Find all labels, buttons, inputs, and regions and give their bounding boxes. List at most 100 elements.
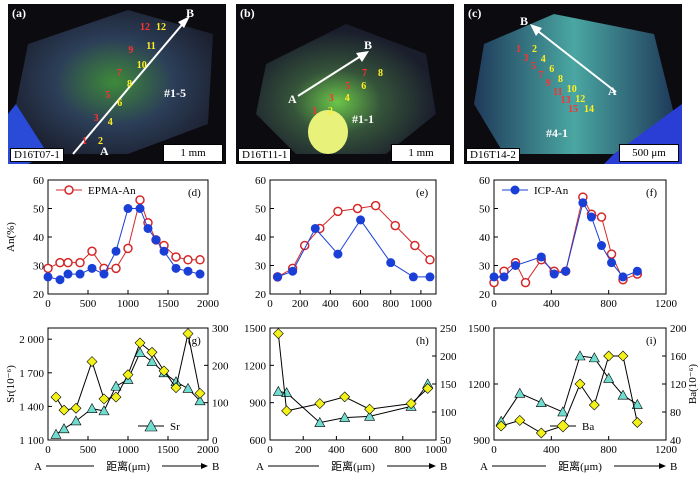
photo-b-point-b: B (364, 38, 373, 52)
y-tick-label: 1 400 (19, 401, 44, 413)
x-tick-label: 200 (292, 298, 309, 310)
x-tick-label: 0 (267, 444, 273, 456)
y-tick-label: 40 (479, 232, 491, 244)
data-point (55, 275, 65, 285)
x-tick-label: 800 (600, 298, 617, 310)
y2-tick-label: 0 (212, 435, 218, 447)
y2-tick-label: 80 (670, 407, 682, 419)
y2-tick-label: 100 (440, 407, 457, 419)
data-point (43, 272, 53, 282)
photo-c-sample: D16T14-2 (466, 148, 520, 162)
xlabel-bg (94, 458, 162, 472)
x-axis-label: 距离(μm) (106, 459, 150, 473)
data-point (535, 427, 547, 439)
data-point (123, 243, 133, 254)
data-point (408, 272, 418, 282)
x-tick-label: 600 (361, 444, 378, 456)
x-tick-label: 2000 (197, 298, 220, 310)
y-axis-label: Sr(10⁻⁶) (5, 365, 17, 403)
data-point (603, 372, 615, 383)
y-tick-label: 2 000 (19, 334, 44, 346)
plot-frame (47, 179, 209, 295)
x-tick-label: 800 (382, 298, 399, 310)
x-tick-label: 800 (600, 444, 617, 456)
photo-a-point-b: B (186, 6, 195, 20)
data-point (98, 405, 110, 416)
x-tick-label: 0 (491, 444, 497, 456)
legend-marker (64, 185, 74, 195)
y2-tick-label: 40 (670, 435, 682, 447)
data-point (607, 258, 617, 268)
data-point (110, 391, 122, 403)
photo-point-number: 8 (558, 74, 563, 85)
data-point (356, 215, 366, 225)
data-point (273, 272, 283, 282)
photo-point-number: 8 (127, 79, 132, 90)
photo-b-image (256, 24, 436, 154)
data-point (631, 398, 643, 409)
x-tick-label: 400 (543, 298, 560, 310)
data-point (195, 269, 205, 279)
data-point (422, 383, 434, 394)
data-point (111, 263, 121, 274)
data-point (390, 220, 401, 231)
photo-point-number: 9 (545, 78, 551, 90)
photo-b-scale: 1 mm (391, 144, 451, 162)
data-point (63, 269, 73, 279)
data-point (364, 410, 376, 421)
data-point (170, 382, 182, 394)
photo-point-number: 4 (540, 54, 546, 65)
plot-frame (269, 327, 437, 441)
photo-point-number: 4 (344, 93, 350, 105)
data-point (182, 382, 194, 393)
data-point (588, 352, 600, 363)
y-tick-label: 50 (255, 204, 267, 216)
y-tick-label: 40 (255, 232, 267, 244)
photo-point-number: 8 (378, 68, 383, 79)
y-tick-label: 1 700 (19, 368, 44, 380)
data-point (606, 249, 617, 259)
y-axis-label: An(%) (5, 222, 17, 252)
legend-marker (144, 419, 158, 432)
panel-label: (h) (416, 335, 429, 347)
data-point (70, 402, 82, 414)
y2-tick-label: 50 (440, 435, 452, 447)
data-point (63, 257, 73, 268)
legend-label: Ba (582, 421, 594, 433)
data-point (272, 385, 284, 396)
photo-point-number: 7 (538, 69, 544, 81)
axis-start-label: A (34, 461, 42, 473)
data-point (182, 328, 194, 340)
data-point (489, 272, 499, 282)
data-point (98, 393, 110, 405)
data-point (122, 369, 134, 381)
x-tick-label: 0 (267, 298, 273, 310)
data-point (405, 398, 417, 410)
data-point (586, 212, 596, 222)
photo-point-number: 2 (328, 106, 333, 117)
photo-point-number: 4 (107, 117, 113, 128)
y-tick-label: 60 (479, 175, 491, 187)
x-tick-label: 0 (45, 444, 51, 456)
x-tick-label: 400 (543, 444, 560, 456)
x-tick-label: 2000 (197, 444, 220, 456)
panel-label: (d) (188, 187, 201, 199)
photo-point-number: 5 (345, 80, 351, 92)
data-point (146, 355, 158, 366)
data-point (43, 263, 53, 274)
data-point (159, 246, 169, 256)
x-tick-label: 1000 (410, 298, 433, 310)
series-line (278, 383, 429, 424)
data-point (618, 272, 628, 282)
y2-tick-label: 300 (212, 323, 229, 335)
photo-point-number: 9 (128, 44, 134, 56)
photo-point-number: 3 (93, 113, 99, 125)
x-tick-label: 1500 (157, 298, 180, 310)
x-tick-label: 500 (80, 298, 97, 310)
y2-axis-label: Ba(10⁻⁶) (687, 364, 699, 405)
x-tick-label: 1000 (425, 444, 448, 456)
data-point (158, 365, 170, 377)
photo-c-scale: 500 μm (619, 144, 679, 162)
distance-arrowhead (659, 463, 666, 469)
data-point (549, 269, 559, 279)
